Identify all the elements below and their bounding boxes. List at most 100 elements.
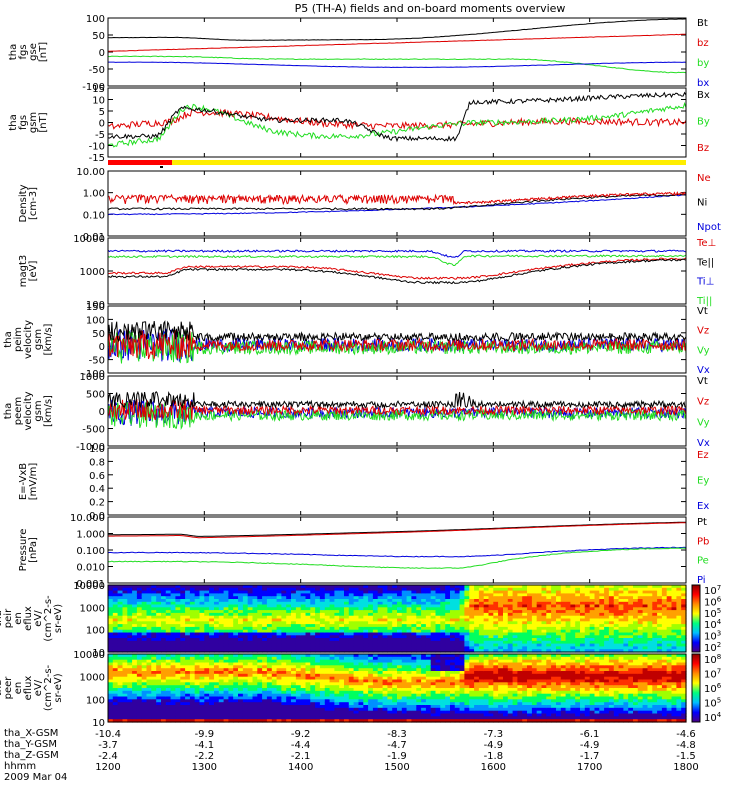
legend-entry: Pe xyxy=(697,556,709,567)
y-tick-label: 100 xyxy=(86,315,105,326)
legend-entry: Ti|| xyxy=(696,296,712,307)
panel-fgs-gse: 100 50 0 -50 -100 thafgsgse[nT] Bt bz by bx xyxy=(8,14,709,93)
panel-peir-spectrogram: 10000 1000 100 10 thapeirenefluxeV/(cm^2-s-s… xyxy=(0,581,722,659)
ephemeris-value: -2.1 xyxy=(291,751,311,762)
series-peem-Vz xyxy=(107,398,687,421)
x-tick-label: 1300 xyxy=(192,762,217,773)
y-tick-label: 50 xyxy=(92,31,105,42)
y-tick-label: -50 xyxy=(89,356,105,367)
x-tick-label: 1700 xyxy=(577,762,602,773)
mode-bar-slow xyxy=(108,160,172,165)
y-tick-label: -10 xyxy=(89,142,105,153)
legend-entry: Bt xyxy=(697,18,708,29)
ephemeris-value: -4.1 xyxy=(195,740,215,751)
ephemeris-value: -4.8 xyxy=(676,740,696,751)
legend-entry: bx xyxy=(697,78,709,89)
legend-entry: Vz xyxy=(697,397,709,408)
panel-peer-spectrogram: 10000 1000 100 10 thapeerenefluxeV/(cm^2-s-s… xyxy=(0,650,722,729)
ephemeris-value: -2.2 xyxy=(195,751,215,762)
ephemeris-value: -4.4 xyxy=(291,740,311,751)
ephemeris-value: -7.3 xyxy=(484,729,504,740)
legend-entry: bz xyxy=(697,38,709,49)
series-Bx xyxy=(107,91,687,143)
panel-frame xyxy=(107,17,687,87)
ephemeris-value: -1.7 xyxy=(580,751,600,762)
series-Pt xyxy=(108,521,686,537)
y-axis-label: thafgsgse[nT] xyxy=(8,42,49,62)
y-tick-label: 10 xyxy=(92,96,105,107)
legend-entry: Vy xyxy=(697,345,710,356)
y-tick-label: 100 xyxy=(86,626,105,637)
ephemeris-value: -9.9 xyxy=(195,729,215,740)
legend-entry: Ti⊥ xyxy=(696,277,714,288)
panel-frame xyxy=(107,87,687,158)
ephemeris-value: -1.9 xyxy=(387,751,407,762)
colorbar-label: 106 xyxy=(704,682,722,695)
x-tick-label: 1800 xyxy=(673,762,698,773)
y-axis-label: thapeemvelocitygsm[km/s] xyxy=(3,391,54,430)
panel-frame xyxy=(107,584,687,653)
colorbar-label: 107 xyxy=(704,668,721,681)
y-tick-label: 1000 xyxy=(80,372,105,383)
legend-entry: Ex xyxy=(697,501,709,512)
date-label: 2009 Mar 04 xyxy=(4,772,68,783)
ephemeris-label-x: tha_X-GSM xyxy=(4,728,59,739)
ephemeris-value: -10.4 xyxy=(95,729,121,740)
colorbar xyxy=(691,653,701,723)
y-tick-label: 0 xyxy=(99,119,105,130)
panel-temperature: 10000 1000 100 magt3[eV] Te⊥ Te|| Ti⊥ Ti|| xyxy=(18,234,716,311)
y-tick-label: 100 xyxy=(86,14,105,25)
y-tick-label: 10 xyxy=(92,718,105,729)
legend-entry: By xyxy=(697,117,710,128)
series-bx xyxy=(108,61,687,69)
y-axis-label: thapeirenefluxeV/(cm^2-s-sr-eV) xyxy=(0,595,64,642)
y-tick-label: -5 xyxy=(95,130,105,141)
legend-entry: Vt xyxy=(697,376,708,387)
ephemeris-value: -6.1 xyxy=(580,729,600,740)
x-tick-label: 1600 xyxy=(481,762,506,773)
y-tick-label: 500 xyxy=(86,390,105,401)
colorbar xyxy=(691,584,701,653)
legend-entry: Ni xyxy=(697,198,707,209)
legend-entry: Vx xyxy=(697,438,710,449)
ephemeris-value: -4.7 xyxy=(387,740,407,751)
y-tick-label: 0 xyxy=(99,342,105,353)
panel-peim-velocity: 150100500-50-100thapeimvelocitygsm[km/s]… xyxy=(3,302,710,380)
series-by xyxy=(107,55,687,74)
panel-frame xyxy=(107,375,687,447)
legend-entry: Pi xyxy=(697,575,706,586)
panel-frame xyxy=(107,237,687,305)
legend-entry: Bz xyxy=(697,143,709,154)
series-Te-par xyxy=(107,258,687,285)
y-tick-label: 1000 xyxy=(80,267,105,278)
panel-frame xyxy=(107,447,687,516)
legend-entry: Vx xyxy=(697,365,710,376)
series-peem-Vy xyxy=(107,400,687,431)
legend-entry: Pb xyxy=(697,536,709,547)
series-Pb xyxy=(108,522,687,539)
legend-entry: Ez xyxy=(697,450,709,461)
y-tick-label: 1.0 xyxy=(89,444,105,455)
series-peim-Vt xyxy=(107,320,687,343)
colorbar-label: 108 xyxy=(704,653,721,666)
series-Ni xyxy=(107,193,687,211)
y-tick-label: 0.01 xyxy=(83,232,105,243)
y-tick-label: -100 xyxy=(82,82,105,93)
legend-entry: Vz xyxy=(697,326,709,337)
y-tick-label: 10 xyxy=(92,648,105,659)
x-tick-label: 1500 xyxy=(384,762,409,773)
y-tick-label: -500 xyxy=(82,425,105,436)
series-Bz xyxy=(107,108,687,131)
y-tick-label: -100 xyxy=(82,369,105,380)
legend-entry: Ey xyxy=(697,476,709,487)
legend-entry: Ne xyxy=(697,173,711,184)
y-tick-label: 0.8 xyxy=(89,457,105,468)
panel-frame xyxy=(107,170,687,237)
panel-pressure: 10.000 1.000 0.100 0.010 0.001 Pressure[nPa] P… xyxy=(18,513,709,590)
y-tick-label: 10.000 xyxy=(70,513,105,524)
y-axis-label: E=-VxB[mV/m] xyxy=(18,463,39,501)
x-tick-label: 1200 xyxy=(95,762,120,773)
y-axis-label: thapeerenefluxeV/(cm^2-s-sr-eV) xyxy=(0,664,64,711)
panel-frame xyxy=(107,516,687,584)
ephemeris-value: -4.9 xyxy=(580,740,600,751)
